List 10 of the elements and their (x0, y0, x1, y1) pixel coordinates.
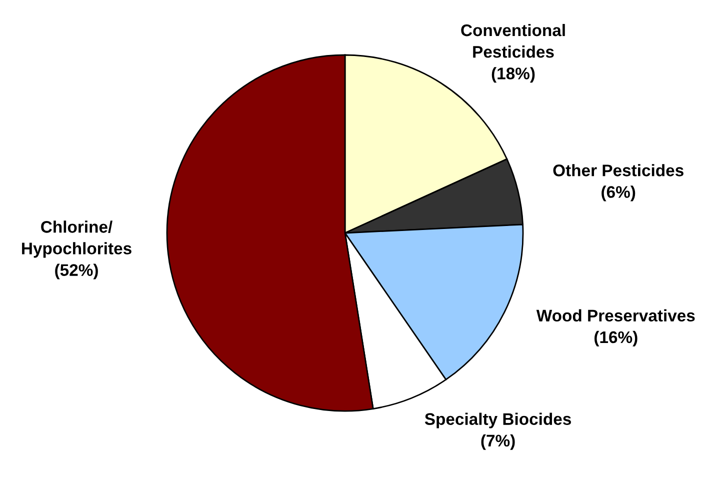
data-label: (52%) (55, 264, 98, 280)
slice-label: Other Pesticides (553, 164, 684, 176)
slice-label: Chlorine/ Hypochlorites (22, 220, 132, 258)
slice-label: Wood Preservatives (536, 309, 695, 322)
data-label: (7%) (481, 434, 515, 450)
data-label: (16%) (594, 330, 638, 346)
slice-label: Conventional Pesticides (461, 24, 565, 58)
data-label: (18%) (492, 67, 535, 83)
data-label: (6%) (602, 186, 636, 202)
slice-label: Specialty Biocides (424, 412, 571, 428)
